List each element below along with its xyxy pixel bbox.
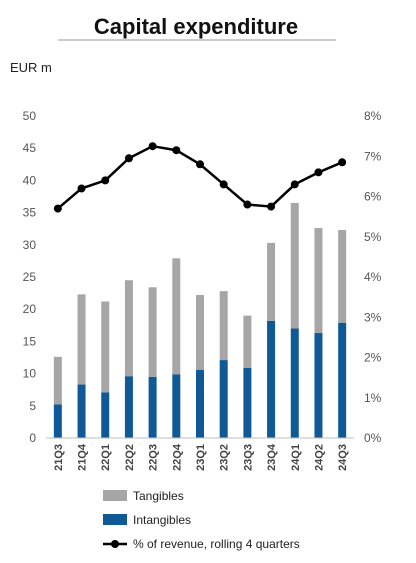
revenue-share-point: [267, 202, 276, 211]
revenue-share-point: [196, 160, 204, 169]
bar-intangibles: [53, 404, 62, 438]
bar-intangibles: [267, 320, 276, 438]
line-series-group: [53, 142, 347, 213]
bar-tangibles: [219, 291, 228, 361]
y-tick-label: 20: [23, 302, 37, 316]
bar-intangibles: [101, 392, 110, 438]
x-tick-label: 23Q1: [195, 444, 207, 471]
bar-intangibles: [77, 384, 86, 438]
bar-tangibles: [267, 242, 276, 321]
x-tick-label: 23Q4: [266, 443, 278, 471]
bar-tangibles: [53, 356, 62, 405]
x-tick-label: 21Q4: [77, 443, 89, 471]
revenue-share-point: [124, 154, 133, 163]
y2-tick-label: 6%: [364, 190, 382, 204]
y2-tick-label: 7%: [364, 149, 382, 163]
revenue-share-point: [314, 168, 323, 177]
x-tick-label: 24Q3: [337, 444, 349, 471]
bar-series-group: [53, 202, 347, 438]
legend-label-intangibles: Intangibles: [133, 513, 191, 527]
y2-tick-label: 0%: [364, 431, 382, 445]
bar-tangibles: [172, 258, 181, 375]
y-tick-label: 45: [23, 141, 37, 155]
bar-tangibles: [196, 295, 204, 370]
legend: Tangibles Intangibles % of revenue, roll…: [103, 489, 300, 551]
y-tick-label: 35: [23, 206, 37, 220]
revenue-share-point: [219, 180, 228, 189]
revenue-share-point: [338, 158, 347, 167]
x-tick-label: 21Q3: [53, 444, 65, 471]
secondary-y-axis: 0% 1% 2% 3% 4% 5% 6% 7% 8%: [364, 109, 382, 445]
x-tick-label: 22Q3: [148, 444, 160, 471]
y2-tick-label: 1%: [364, 391, 382, 405]
primary-y-axis: 0 5 10 15 20 25 30 35 40 45 50: [23, 109, 37, 445]
revenue-share-point: [148, 142, 157, 151]
x-tick-label: 23Q3: [242, 444, 254, 471]
x-tick-label: 23Q2: [219, 444, 231, 471]
revenue-share-line: [57, 144, 343, 210]
revenue-share-point: [101, 176, 110, 185]
legend-swatch-tangibles: [103, 490, 127, 501]
bar-intangibles: [148, 376, 157, 438]
y-tick-label: 40: [23, 173, 37, 187]
legend-marker-revenue-share: [111, 540, 119, 548]
y-axis-unit-label: EUR m: [10, 60, 52, 75]
bar-intangibles: [172, 374, 181, 438]
bar-intangibles: [314, 333, 323, 438]
bar-tangibles: [77, 294, 86, 385]
x-tick-label: 22Q1: [100, 444, 112, 471]
y-tick-label: 15: [23, 334, 37, 348]
revenue-share-point: [290, 180, 299, 189]
bar-tangibles: [101, 301, 110, 393]
y2-tick-label: 8%: [364, 109, 382, 123]
bar-intangibles: [338, 322, 347, 438]
legend-label-revenue-share: % of revenue, rolling 4 quarters: [133, 537, 300, 551]
bar-tangibles: [314, 228, 323, 334]
bar-intangibles: [124, 376, 133, 438]
bar-intangibles: [196, 369, 204, 438]
bar-tangibles: [243, 315, 252, 368]
y-tick-label: 30: [23, 238, 37, 252]
bar-tangibles: [290, 202, 299, 329]
y2-tick-label: 4%: [364, 270, 382, 284]
chart-title: Capital expenditure: [94, 14, 298, 39]
bar-intangibles: [290, 328, 299, 438]
y2-tick-label: 2%: [364, 351, 382, 365]
x-tick-label: 22Q4: [171, 443, 183, 471]
bar-intangibles: [243, 367, 252, 438]
bar-tangibles: [148, 287, 157, 377]
x-axis-categories: 21Q3 21Q4 22Q1 22Q2 22Q3 22Q4 23Q1 23Q2 23Q3 23Q4…: [53, 443, 349, 471]
y-tick-label: 5: [29, 399, 36, 413]
revenue-share-point: [77, 184, 86, 193]
x-tick-label: 22Q2: [124, 444, 136, 471]
revenue-share-point: [53, 204, 62, 213]
y-tick-label: 25: [23, 270, 37, 284]
revenue-share-point: [172, 146, 181, 155]
legend-label-tangibles: Tangibles: [133, 489, 184, 503]
y2-tick-label: 5%: [364, 230, 382, 244]
bar-tangibles: [338, 229, 347, 323]
y2-tick-label: 3%: [364, 310, 382, 324]
legend-swatch-intangibles: [103, 514, 127, 525]
bar-intangibles: [219, 360, 228, 438]
x-tick-label: 24Q1: [290, 444, 302, 471]
y-tick-label: 0: [29, 431, 36, 445]
revenue-share-point: [243, 200, 252, 209]
y-tick-label: 10: [23, 367, 37, 381]
y-tick-label: 50: [23, 109, 37, 123]
x-tick-label: 24Q2: [313, 444, 325, 471]
bar-tangibles: [124, 280, 133, 377]
